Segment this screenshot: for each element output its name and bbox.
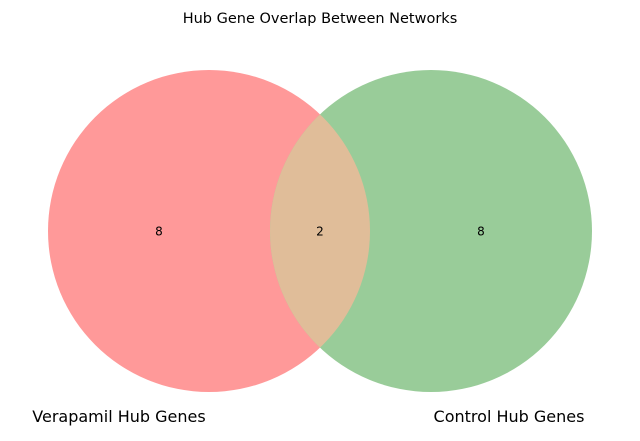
set-b-circle bbox=[270, 70, 592, 392]
intersection-count: 2 bbox=[316, 225, 324, 239]
chart-title: Hub Gene Overlap Between Networks bbox=[183, 11, 458, 27]
set-a-label: Verapamil Hub Genes bbox=[32, 407, 205, 426]
set-b-label: Control Hub Genes bbox=[434, 407, 585, 426]
set-a-only-count: 8 bbox=[155, 225, 163, 239]
set-b-only-count: 8 bbox=[477, 225, 485, 239]
set-a-circle bbox=[48, 70, 370, 392]
